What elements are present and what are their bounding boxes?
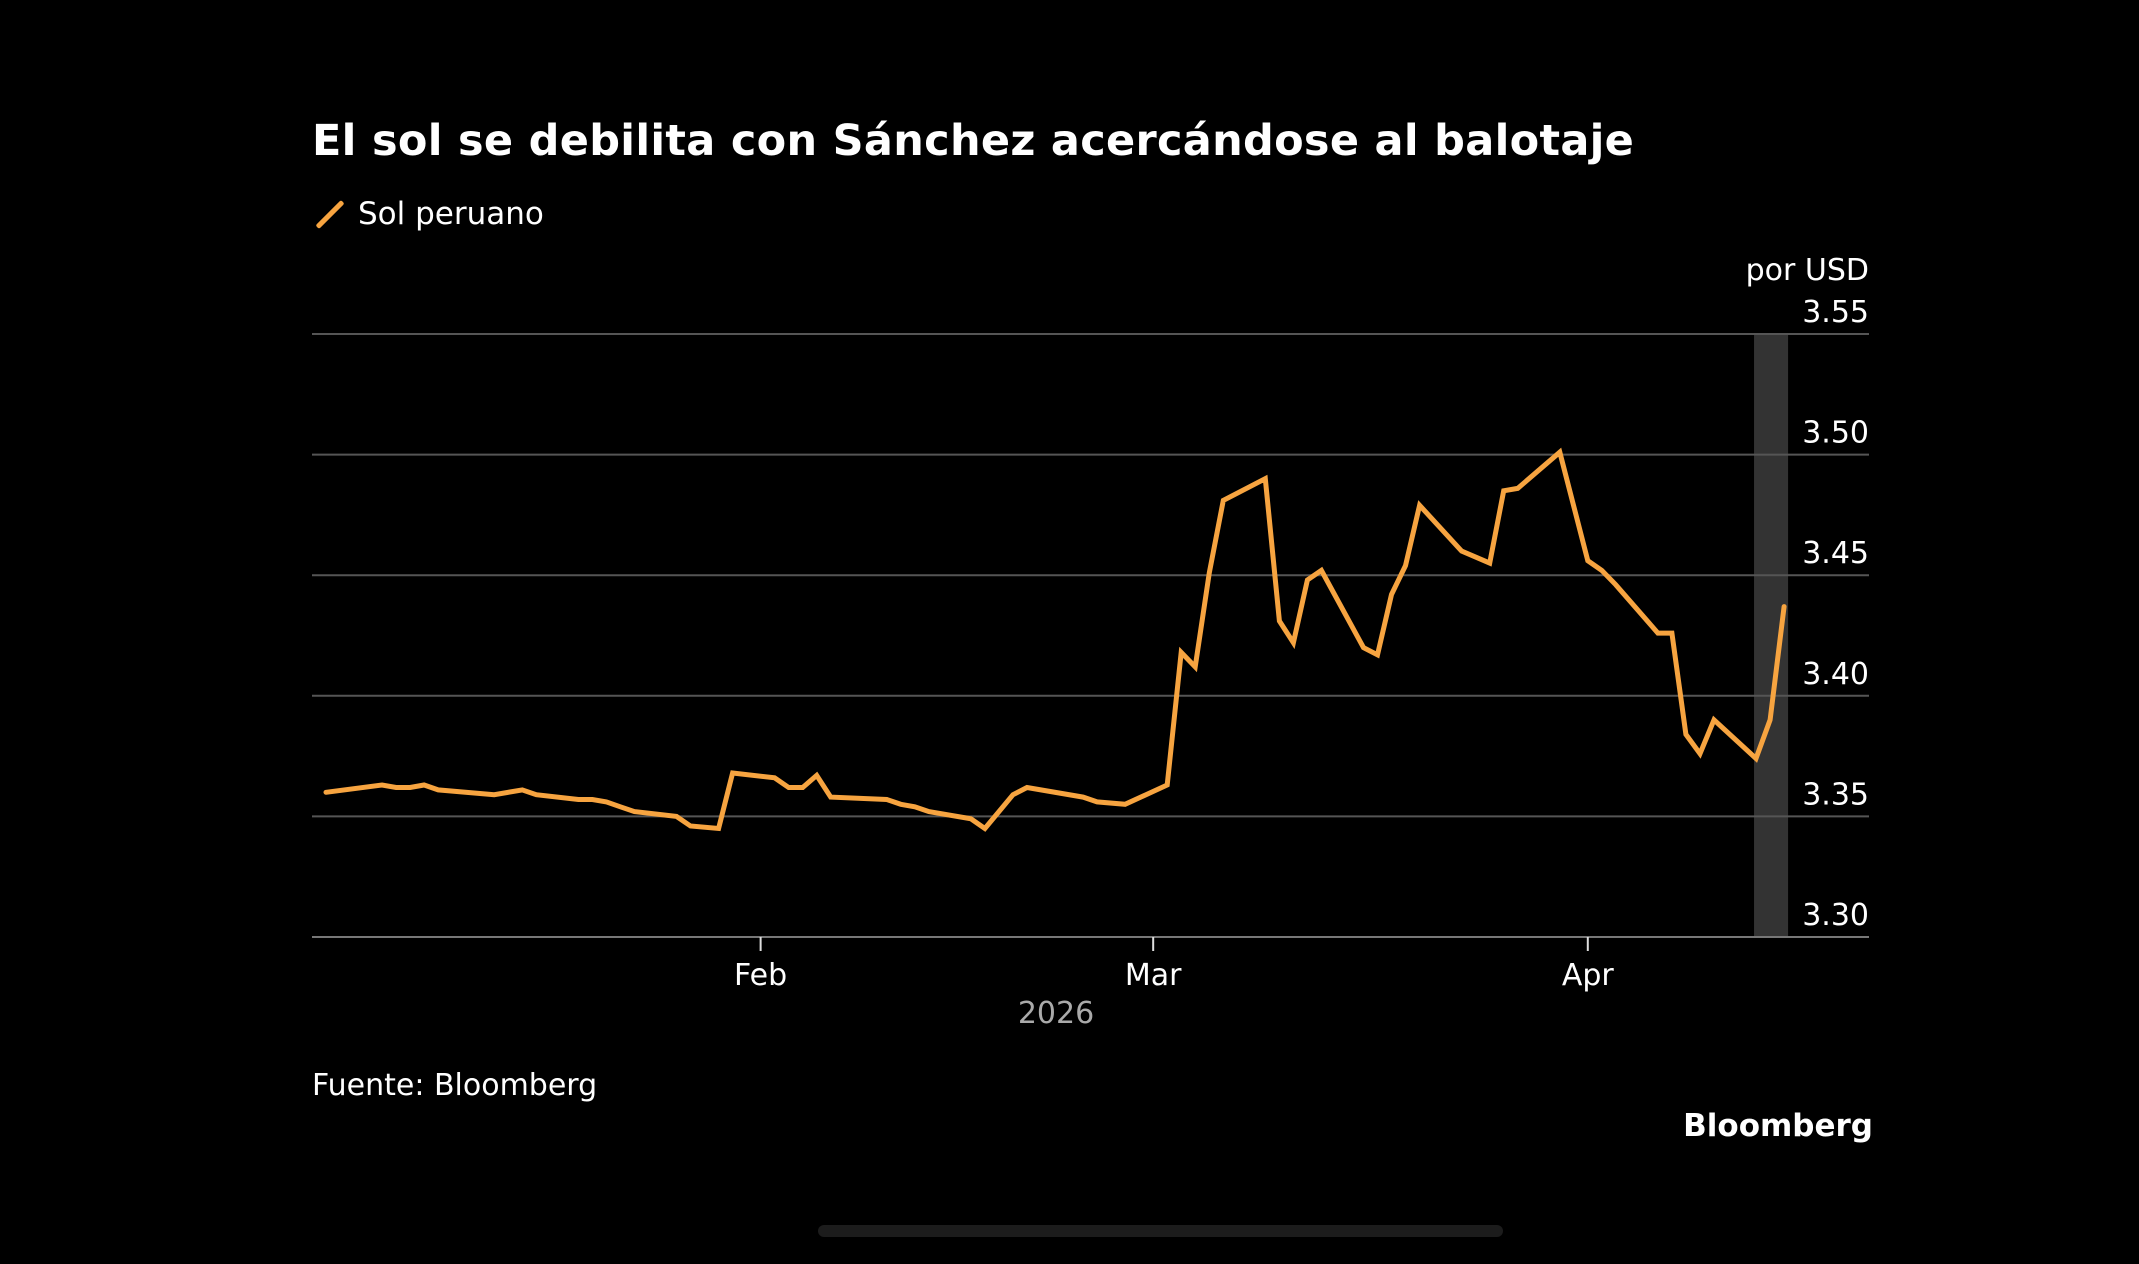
x-axis-year-label: 2026 xyxy=(1018,996,1094,1031)
y-tick-label: 3.35 xyxy=(1802,777,1869,812)
x-tick-label: Apr xyxy=(1562,958,1615,993)
home-indicator xyxy=(818,1225,1503,1237)
bloomberg-logo: Bloomberg xyxy=(1683,1108,1873,1144)
source-note: Fuente: Bloomberg xyxy=(312,1068,598,1103)
legend-label: Sol peruano xyxy=(358,196,544,232)
x-tick-label: Mar xyxy=(1125,958,1182,993)
y-tick-label: 3.55 xyxy=(1802,295,1869,330)
y-tick-label: 3.30 xyxy=(1802,898,1869,933)
x-tick-label: Feb xyxy=(734,958,787,993)
y-tick-label: 3.50 xyxy=(1802,416,1869,451)
series-line-sol-peruano xyxy=(323,447,1787,832)
chart-title: El sol se debilita con Sánchez acercándo… xyxy=(312,116,1635,166)
y-axis-unit: por USD xyxy=(1745,253,1869,288)
y-tick-label: 3.45 xyxy=(1802,536,1869,571)
y-tick-label: 3.40 xyxy=(1802,657,1869,692)
legend: Sol peruano xyxy=(312,196,544,232)
